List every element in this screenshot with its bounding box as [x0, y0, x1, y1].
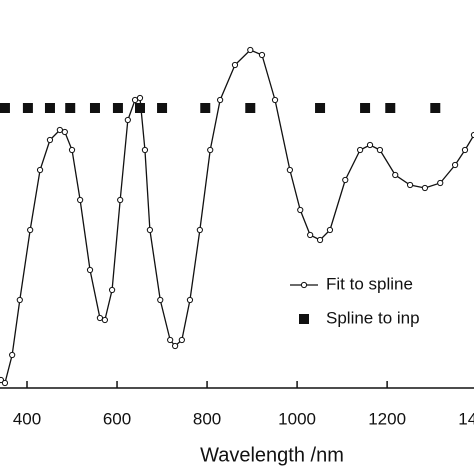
- circle-marker: [366, 141, 374, 149]
- x-tick-label: 1400: [458, 409, 474, 428]
- square-marker: [22, 103, 33, 113]
- circle-marker: [101, 316, 108, 324]
- circle-marker: [124, 116, 131, 124]
- square-marker: [89, 103, 100, 113]
- x-tick-label: 1200: [368, 409, 406, 428]
- circle-marker: [186, 296, 194, 304]
- square-marker: [385, 103, 396, 113]
- circle-marker: [178, 336, 185, 344]
- square-marker: [360, 103, 371, 113]
- circle-marker: [68, 146, 76, 154]
- circle-marker: [46, 136, 54, 144]
- legend-label: Spline to inp: [326, 308, 420, 327]
- circle-marker: [56, 126, 63, 134]
- x-tick-label: 800: [193, 409, 221, 428]
- x-tick-label: 1000: [278, 409, 316, 428]
- circle-marker: [297, 206, 304, 214]
- circle-marker: [258, 51, 266, 59]
- circle-marker: [451, 161, 459, 169]
- circle-marker: [108, 286, 116, 294]
- circle-marker: [376, 146, 384, 154]
- circle-marker: [157, 296, 164, 304]
- legend-square: [299, 314, 309, 324]
- circle-marker: [271, 96, 279, 104]
- square-marker: [134, 103, 145, 113]
- circle-marker: [77, 196, 84, 204]
- circle-marker: [437, 179, 444, 187]
- legend-circle: [300, 281, 308, 289]
- circle-marker: [307, 231, 314, 239]
- circle-marker: [217, 96, 224, 104]
- square-marker: [430, 103, 441, 113]
- square-marker: [44, 103, 55, 113]
- circle-marker: [136, 94, 144, 102]
- circle-marker: [326, 226, 334, 234]
- circle-marker: [167, 336, 174, 344]
- circle-marker: [316, 236, 324, 244]
- legend-label: Fit to spline: [326, 274, 413, 293]
- circle-marker: [141, 146, 149, 154]
- circle-marker: [131, 96, 139, 104]
- x-tick-label: 400: [13, 409, 41, 428]
- circle-marker: [96, 314, 104, 322]
- circle-marker: [61, 128, 68, 136]
- square-marker: [0, 103, 10, 113]
- square-marker: [157, 103, 168, 113]
- circle-marker: [117, 196, 124, 204]
- circle-marker: [406, 181, 414, 189]
- circle-marker: [196, 226, 203, 234]
- circle-marker: [16, 296, 23, 304]
- circle-marker: [461, 146, 469, 154]
- circle-marker: [286, 166, 293, 174]
- square-marker: [315, 103, 326, 113]
- circle-marker: [207, 146, 214, 154]
- circle-marker: [146, 226, 153, 234]
- square-marker: [65, 103, 76, 113]
- circle-marker: [1, 379, 9, 387]
- circle-marker: [172, 342, 179, 350]
- square-marker: [112, 103, 123, 113]
- circle-marker: [421, 184, 429, 192]
- circle-marker: [27, 226, 34, 234]
- square-marker: [245, 103, 256, 113]
- line: [0, 49, 474, 385]
- circle-marker: [9, 351, 16, 359]
- circle-marker: [86, 266, 94, 274]
- circle-marker: [247, 46, 254, 54]
- circle-marker: [392, 171, 399, 179]
- circle-marker: [342, 176, 349, 184]
- x-tick-label: 600: [103, 409, 131, 428]
- x-axis-label: Wavelength /nm: [200, 444, 344, 466]
- square-marker: [200, 103, 211, 113]
- circle-marker: [357, 146, 364, 154]
- circle-marker: [36, 166, 44, 174]
- circle-marker: [231, 61, 239, 69]
